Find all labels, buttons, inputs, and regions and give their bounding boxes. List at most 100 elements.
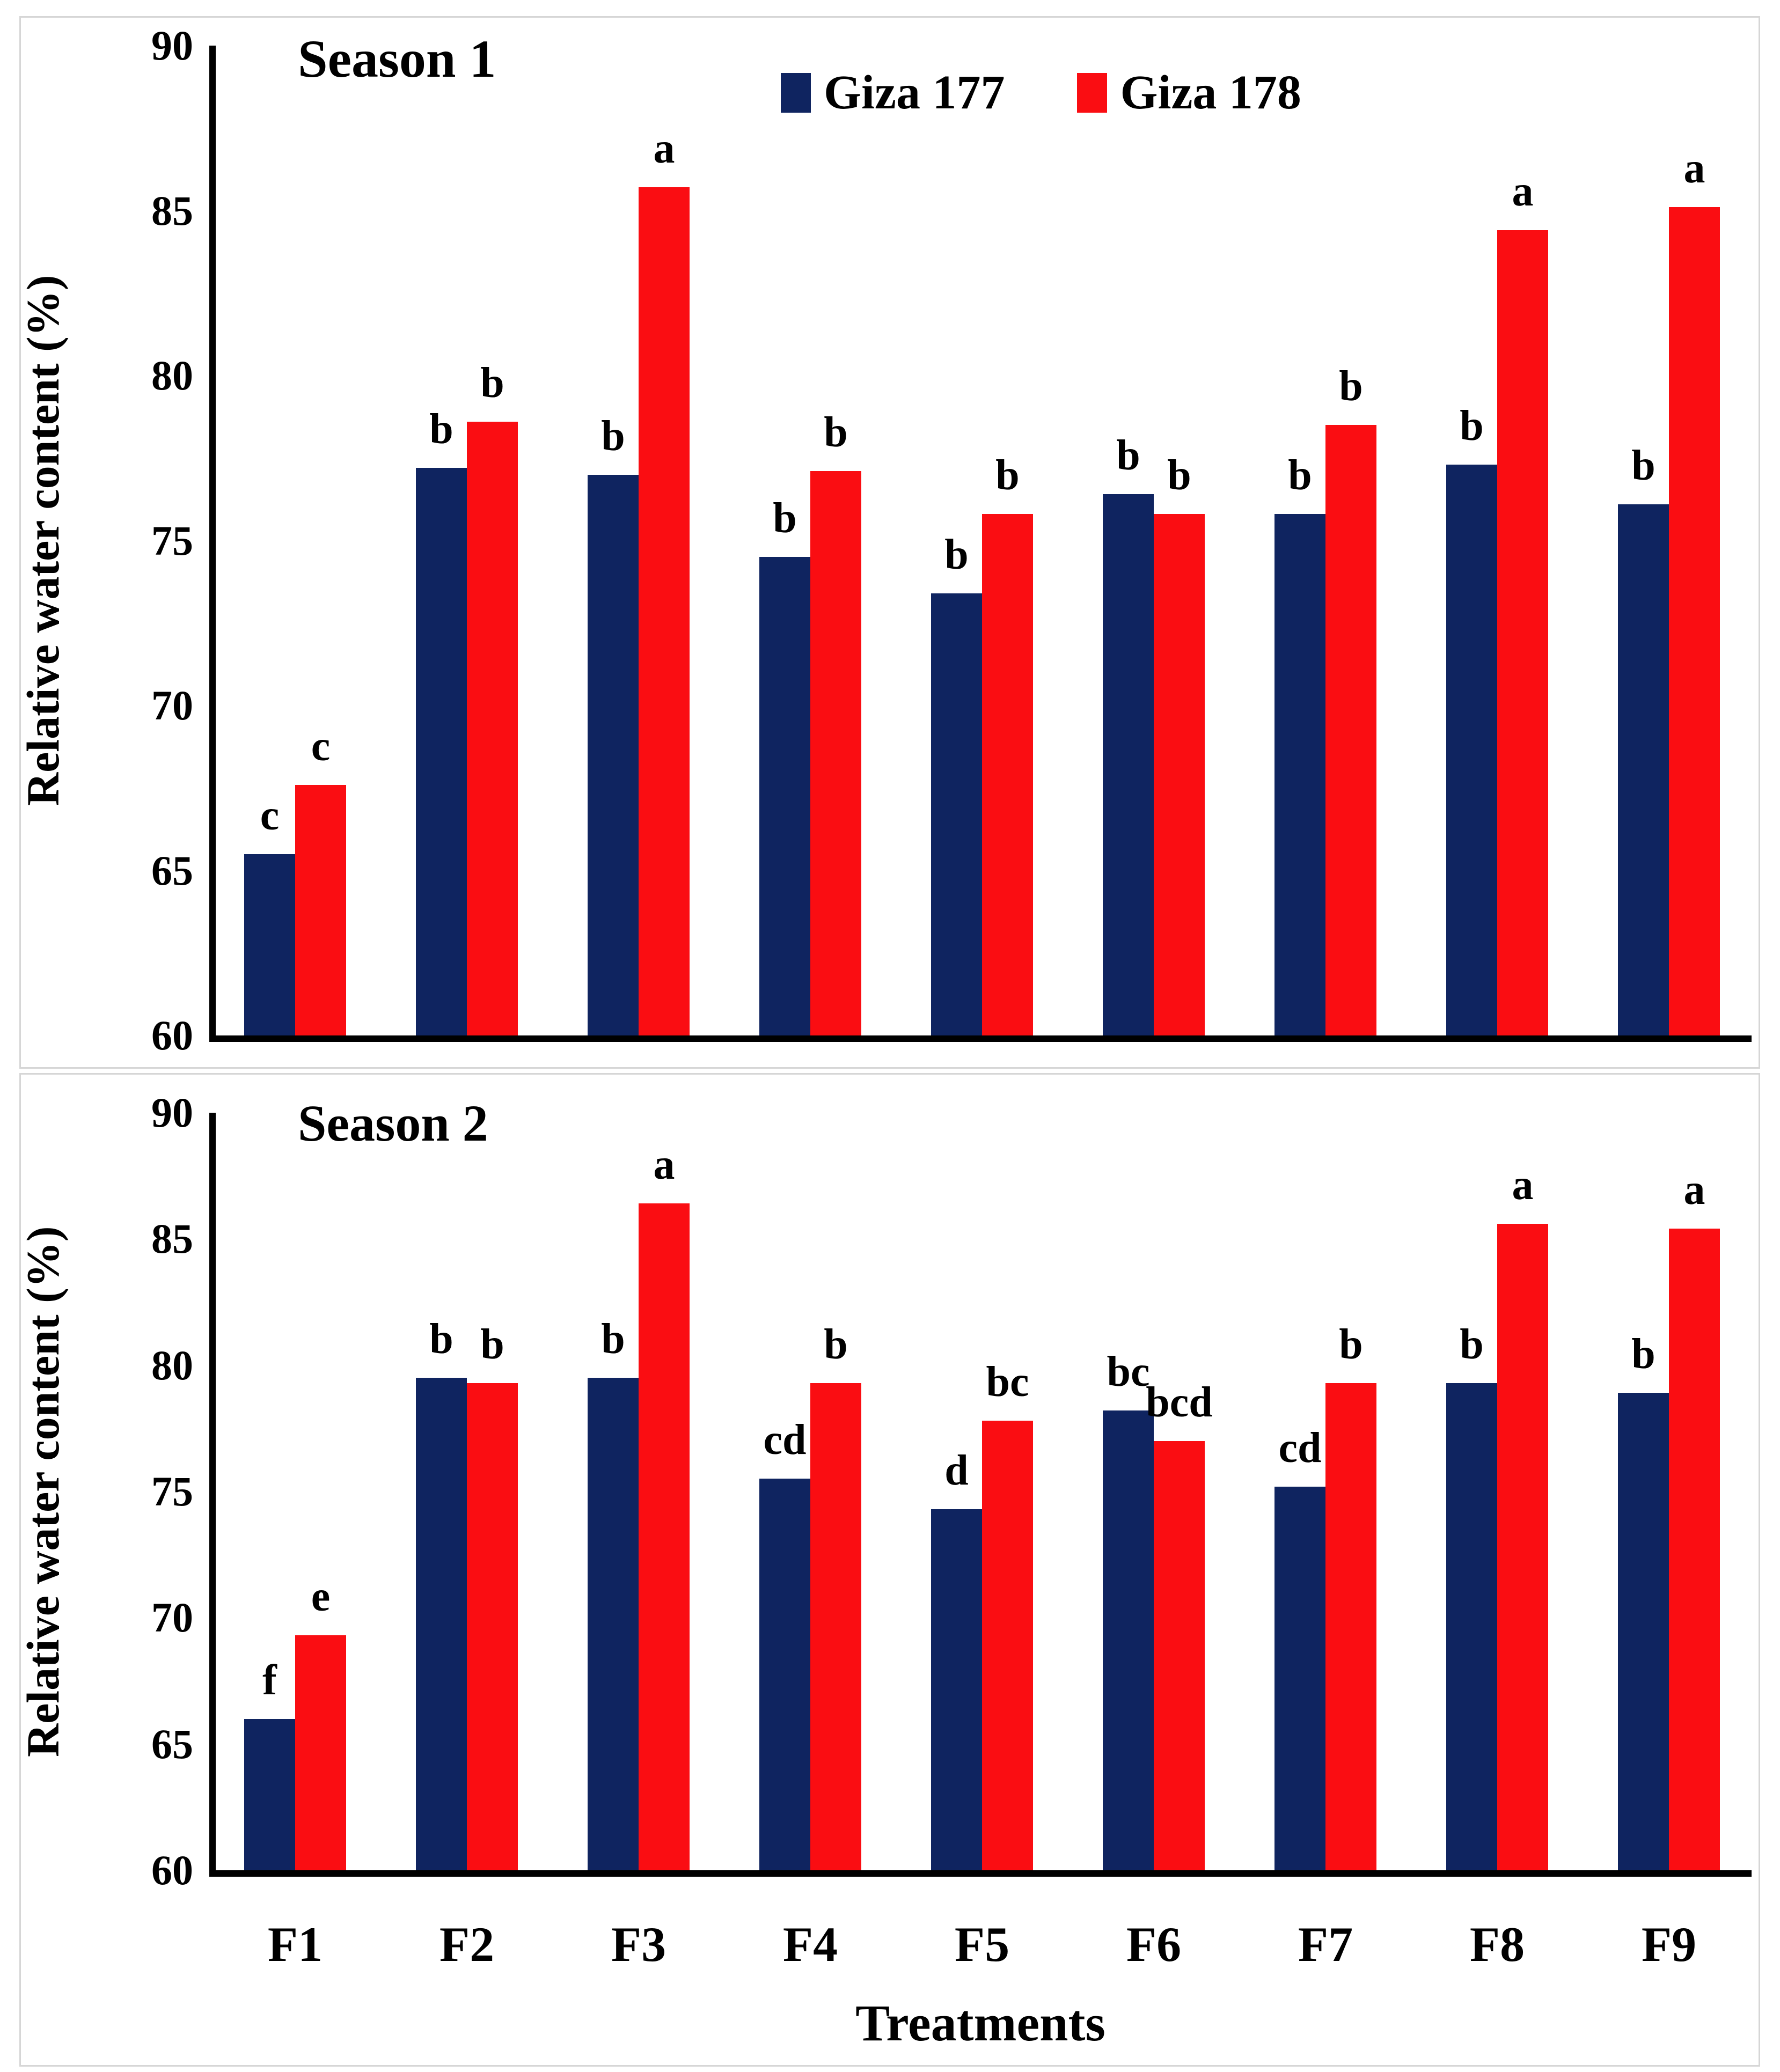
bar-season2-F3-giza177 bbox=[588, 1378, 639, 1870]
sig-letter-season2-F2-giza178: b bbox=[480, 1320, 504, 1368]
season1-y-tick-label: 80 bbox=[151, 352, 193, 399]
x-tick-label-F3: F3 bbox=[611, 1917, 666, 1972]
bar-season2-F5-giza177 bbox=[931, 1509, 982, 1870]
bar-season1-F5-giza178 bbox=[982, 514, 1033, 1035]
bar-season2-F9-giza177 bbox=[1618, 1393, 1669, 1870]
sig-letter-season1-F5-giza177: b bbox=[944, 531, 969, 578]
bar-season1-F2-giza177 bbox=[416, 468, 467, 1035]
x-tick-label-F2: F2 bbox=[439, 1917, 495, 1972]
bar-season2-F7-giza177 bbox=[1274, 1486, 1325, 1870]
bar-season2-F8-giza178 bbox=[1497, 1224, 1548, 1870]
bar-season2-F4-giza178 bbox=[810, 1383, 861, 1870]
bar-season2-F9-giza178 bbox=[1669, 1229, 1720, 1870]
bar-season1-F3-giza178 bbox=[639, 187, 690, 1035]
season1-y-axis-line bbox=[209, 46, 216, 1042]
bar-season1-F1-giza178 bbox=[295, 784, 346, 1035]
sig-letter-season2-F5-giza177: d bbox=[944, 1446, 969, 1494]
sig-letter-season2-F4-giza177: cd bbox=[763, 1416, 807, 1464]
sig-letter-season1-F8-giza177: b bbox=[1460, 402, 1484, 450]
sig-letter-season2-F1-giza178: e bbox=[311, 1573, 331, 1621]
sig-letter-season2-F7-giza177: cd bbox=[1278, 1424, 1322, 1472]
season1-y-tick-label: 85 bbox=[151, 187, 193, 234]
x-tick-label-F1: F1 bbox=[267, 1917, 323, 1972]
legend-label-giza178: Giza 178 bbox=[1120, 66, 1301, 119]
season2-y-axis-line bbox=[209, 1113, 216, 1877]
legend-label-giza177: Giza 177 bbox=[824, 66, 1005, 119]
bar-season1-F8-giza177 bbox=[1446, 465, 1497, 1035]
sig-letter-season1-F6-giza178: b bbox=[1167, 452, 1191, 499]
bar-season2-F5-giza178 bbox=[982, 1421, 1033, 1870]
sig-letter-season1-F9-giza177: b bbox=[1631, 442, 1656, 489]
bar-season2-F6-giza177 bbox=[1103, 1410, 1154, 1870]
bar-season1-F3-giza177 bbox=[588, 474, 639, 1035]
bar-season1-F9-giza178 bbox=[1669, 207, 1720, 1035]
sig-letter-season1-F3-giza177: b bbox=[601, 412, 625, 460]
bar-season1-F8-giza178 bbox=[1497, 230, 1548, 1035]
bar-season2-F4-giza177 bbox=[759, 1479, 810, 1870]
season1-y-tick-label: 75 bbox=[151, 517, 193, 564]
season1-x-axis-line bbox=[209, 1035, 1752, 1042]
sig-letter-season1-F4-giza178: b bbox=[824, 409, 848, 457]
x-tick-label-F7: F7 bbox=[1298, 1917, 1353, 1972]
sig-letter-season1-F5-giza178: b bbox=[995, 452, 1020, 499]
sig-letter-season2-F7-giza178: b bbox=[1339, 1320, 1363, 1368]
sig-letter-season2-F9-giza178: a bbox=[1683, 1166, 1705, 1214]
season2-y-tick-label: 60 bbox=[151, 1847, 193, 1893]
x-tick-label-F5: F5 bbox=[954, 1917, 1010, 1972]
sig-letter-season2-F4-giza178: b bbox=[824, 1320, 848, 1368]
season2-y-tick-label: 90 bbox=[151, 1089, 193, 1136]
giza178-swatch-icon bbox=[1077, 73, 1108, 113]
sig-letter-season1-F2-giza178: b bbox=[480, 359, 504, 407]
sig-letter-season2-F6-giza177: bc bbox=[1107, 1348, 1150, 1396]
sig-letter-season2-F5-giza178: bc bbox=[986, 1358, 1029, 1406]
x-axis-title: Treatments bbox=[855, 1994, 1105, 2052]
bar-season2-F3-giza178 bbox=[639, 1203, 690, 1870]
x-tick-label-F6: F6 bbox=[1126, 1917, 1182, 1972]
x-tick-label-F8: F8 bbox=[1469, 1917, 1525, 1972]
season1-y-tick-label: 65 bbox=[151, 847, 193, 894]
giza177-swatch-icon bbox=[781, 73, 811, 113]
bar-season1-F2-giza178 bbox=[467, 422, 518, 1035]
bar-season1-F6-giza177 bbox=[1103, 494, 1154, 1035]
sig-letter-season1-F6-giza177: b bbox=[1116, 432, 1140, 480]
bar-season1-F6-giza178 bbox=[1154, 514, 1205, 1035]
sig-letter-season2-F2-giza177: b bbox=[429, 1316, 453, 1363]
sig-letter-season1-F2-giza177: b bbox=[429, 406, 453, 453]
sig-letter-season1-F1-giza177: c bbox=[260, 791, 280, 839]
bar-season2-F8-giza177 bbox=[1446, 1383, 1497, 1870]
legend-item-giza178: Giza 178 bbox=[1077, 69, 1301, 117]
bar-season2-F1-giza177 bbox=[244, 1718, 295, 1870]
sig-letter-season2-F3-giza177: b bbox=[601, 1316, 625, 1363]
season2-y-tick-label: 80 bbox=[151, 1341, 193, 1388]
season1-y-tick-label: 70 bbox=[151, 682, 193, 729]
sig-letter-season2-F3-giza178: a bbox=[653, 1141, 675, 1189]
season1-y-tick-label: 90 bbox=[151, 22, 193, 69]
season2-x-axis-line bbox=[209, 1870, 1752, 1877]
bar-season2-F6-giza178 bbox=[1154, 1441, 1205, 1870]
season1-y-tick-label: 60 bbox=[151, 1012, 193, 1059]
season2-y-tick-label: 65 bbox=[151, 1720, 193, 1767]
sig-letter-season1-F4-giza177: b bbox=[773, 495, 797, 542]
bar-season2-F2-giza178 bbox=[467, 1383, 518, 1870]
bar-season1-F7-giza177 bbox=[1274, 514, 1325, 1035]
legend-item-giza177: Giza 177 bbox=[781, 69, 1005, 117]
sig-letter-season1-F7-giza177: b bbox=[1288, 452, 1312, 499]
season2-y-tick-label: 85 bbox=[151, 1215, 193, 1262]
bar-season1-F7-giza178 bbox=[1325, 425, 1376, 1035]
bar-season1-F1-giza177 bbox=[244, 854, 295, 1035]
sig-letter-season2-F9-giza177: b bbox=[1631, 1331, 1656, 1378]
sig-letter-season2-F8-giza178: a bbox=[1512, 1162, 1534, 1209]
bar-season2-F7-giza178 bbox=[1325, 1383, 1376, 1870]
bar-season1-F4-giza178 bbox=[810, 471, 861, 1035]
sig-letter-season1-F9-giza178: a bbox=[1683, 145, 1705, 193]
season2-y-tick-label: 75 bbox=[151, 1467, 193, 1515]
sig-letter-season2-F1-giza177: f bbox=[262, 1656, 277, 1704]
sig-letter-season1-F8-giza178: a bbox=[1512, 168, 1534, 216]
sig-letter-season1-F7-giza178: b bbox=[1339, 363, 1363, 410]
bar-season1-F4-giza177 bbox=[759, 557, 810, 1035]
season1-title: Season 1 bbox=[298, 29, 496, 89]
sig-letter-season2-F8-giza177: b bbox=[1460, 1320, 1484, 1368]
bar-season1-F9-giza177 bbox=[1618, 504, 1669, 1035]
x-tick-label-F4: F4 bbox=[782, 1917, 838, 1972]
bar-season1-F5-giza177 bbox=[931, 593, 982, 1035]
